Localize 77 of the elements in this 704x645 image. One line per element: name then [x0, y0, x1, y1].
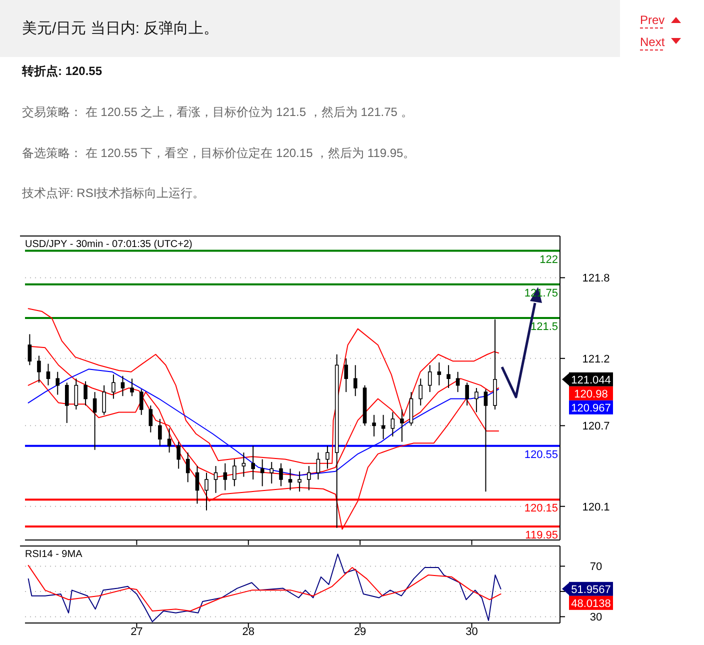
text: Next [640, 35, 666, 49]
candlestick [307, 466, 311, 491]
candlestick [167, 428, 172, 454]
text: 120.967 [571, 402, 611, 414]
text: 技术点评: RSI技术指标向上运行。 [21, 186, 205, 200]
candlestick [148, 404, 153, 433]
candlestick [316, 452, 320, 480]
candlestick [446, 364, 450, 388]
candlestick [92, 392, 97, 450]
candlestick [353, 364, 358, 397]
candlestick [176, 441, 180, 470]
candlestick [298, 470, 302, 492]
candlestick [195, 466, 200, 504]
candlestick [120, 375, 125, 397]
line-series [28, 308, 500, 464]
ref-line-label: 121.5 [530, 321, 558, 334]
y-tick-label: 30 [590, 612, 602, 624]
y-tick-label: 120.1 [582, 501, 610, 514]
candlestick [484, 388, 488, 492]
candlestick [37, 355, 41, 384]
text: 美元/日元 当日内: 反弹向上。 [22, 20, 219, 37]
ref-line-label: 119.95 [525, 530, 558, 542]
candlestick [102, 384, 106, 416]
candlestick [139, 388, 144, 416]
candlestick [186, 452, 190, 483]
text: 51.9567 [571, 584, 611, 596]
text: 120.98 [574, 388, 608, 400]
candlestick [74, 378, 78, 410]
text: 121.044 [571, 374, 611, 386]
x-tick-label: 27 [130, 626, 143, 638]
candlestick [326, 445, 330, 470]
candlestick [288, 468, 292, 491]
x-tick-label: 30 [466, 626, 478, 638]
candlestick [223, 462, 228, 491]
x-tick-label: 29 [354, 626, 366, 638]
text: 备选策略： 在 120.55 下，看空，目标价位定在 120.15 ，然后为 119.95。 [22, 146, 416, 160]
candlestick [28, 334, 32, 366]
candlestick [474, 388, 478, 413]
candlestick [158, 418, 162, 446]
line-series [28, 564, 502, 612]
y-tick-label: 121.8 [582, 272, 610, 285]
candlestick [130, 378, 134, 397]
y-tick-label: 120.7 [582, 420, 610, 433]
y-tick-label: 121.2 [582, 353, 610, 366]
candlestick [84, 380, 88, 406]
candlestick [372, 414, 376, 437]
candlestick [400, 409, 404, 442]
text: 48.0138 [571, 598, 611, 610]
ref-line-label: 122 [540, 254, 558, 266]
chart-title: RSI14 - 9MA [25, 549, 83, 560]
candlestick [418, 378, 423, 406]
text: 交易策略： 在 120.55 之上，看涨，目标价位为 121.5 ，然后为 121.75 。 [22, 105, 413, 119]
candlestick [242, 452, 246, 478]
candlestick [270, 461, 274, 484]
candlestick [465, 382, 469, 406]
x-tick-label: 28 [242, 626, 255, 638]
candlestick [437, 362, 442, 386]
candlestick [279, 462, 283, 487]
candlestick [381, 414, 386, 440]
chart-title: USD/JPY - 30min - 07:01:35 (UTC+2) [25, 239, 192, 250]
candlestick [390, 412, 395, 437]
ref-line-label: 120.55 [524, 448, 558, 461]
text: 转折点: 120.55 [21, 64, 102, 78]
candlestick [251, 445, 255, 480]
ref-line-label: 120.15 [524, 502, 558, 515]
candlestick [428, 364, 432, 393]
candlestick [456, 371, 460, 393]
y-tick-label: 70 [590, 561, 602, 574]
candlestick [64, 382, 69, 424]
candlestick [112, 374, 116, 400]
candlestick [344, 358, 348, 393]
text: Prev [640, 13, 665, 27]
candlestick [214, 466, 218, 494]
candlestick [204, 472, 208, 511]
candlestick [232, 458, 236, 487]
candlestick [56, 371, 60, 396]
candlestick [46, 363, 50, 386]
